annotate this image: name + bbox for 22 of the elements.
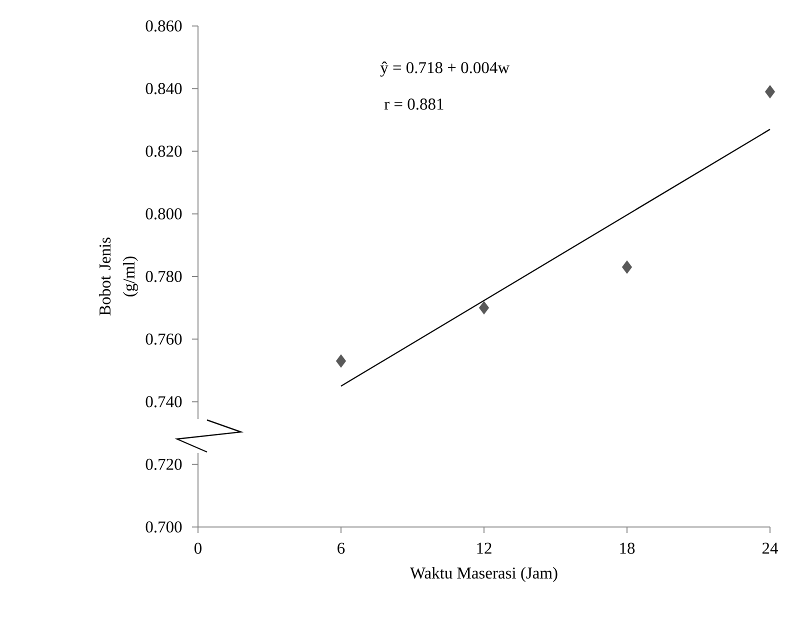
y-tick-label: 0.740 bbox=[146, 396, 182, 408]
y-tick-label: 0.800 bbox=[146, 208, 182, 220]
point bbox=[622, 260, 632, 274]
point bbox=[764, 85, 776, 98]
y-tick-label: 0.840 bbox=[146, 83, 182, 94]
x-tick-label: 24 bbox=[762, 542, 778, 554]
y-tick-label: 0.820 bbox=[146, 146, 182, 157]
y-tick-label: 0.720 bbox=[146, 458, 182, 470]
x-tick-label: 6 bbox=[338, 542, 345, 554]
y-tick-label: 0.760 bbox=[146, 334, 182, 345]
y-axis-title: Bobot Jenis (g/ml) bbox=[98, 238, 138, 316]
x-tick-label: 18 bbox=[620, 542, 635, 554]
annotation: r = 0.881 bbox=[384, 98, 444, 110]
x-axis-title: Waktu Maserasi (Jam) bbox=[410, 567, 558, 582]
x-tick-label: 0 bbox=[194, 542, 202, 554]
y-tick-label: 0.860 bbox=[146, 20, 182, 32]
x-tick-label: 12 bbox=[477, 542, 492, 554]
annotation: ŷ = 0.718 + 0.004w bbox=[380, 62, 510, 77]
point bbox=[336, 354, 346, 368]
y-tick-label: 0.780 bbox=[146, 270, 182, 282]
point bbox=[478, 301, 490, 315]
y-tick-label: 0.700 bbox=[146, 521, 182, 533]
